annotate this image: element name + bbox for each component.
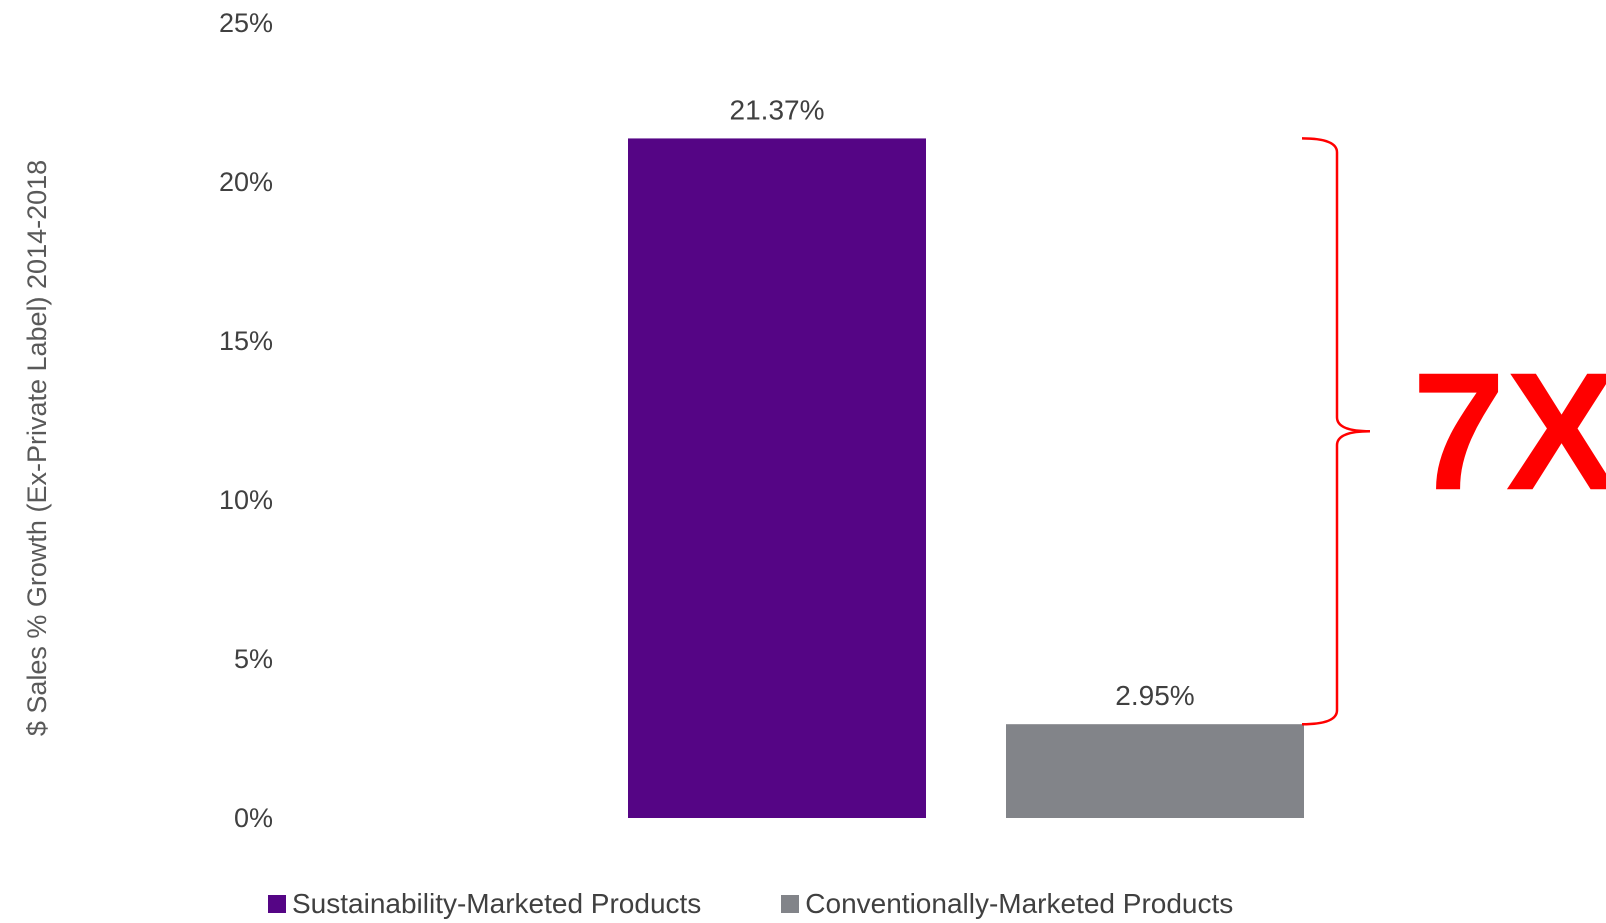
legend-label-sustainability: Sustainability-Marketed Products [292,888,702,919]
legend-item-conventional: Conventionally-Marketed Products [781,888,1233,920]
legend-item-sustainability: Sustainability-Marketed Products [268,888,701,920]
bar-1 [1006,724,1304,818]
y-tick-label: 15% [219,326,273,356]
y-tick-label: 5% [234,644,273,674]
legend: Sustainability-Marketed Products Convent… [268,888,1233,920]
y-tick-label: 0% [234,803,273,833]
legend-swatch-conventional [781,895,800,913]
y-tick-label: 10% [219,485,273,515]
multiplier-callout: 7X [1412,337,1606,525]
bar-value-label-1: 2.95% [1115,680,1194,711]
legend-swatch-sustainability [268,895,286,913]
y-tick-label: 20% [219,167,273,197]
y-tick-label: 25% [219,8,273,38]
bar-value-label-0: 21.37% [730,94,825,125]
data-labels: 21.37% 2.95% [730,94,1195,711]
y-axis-title: $ Sales % Growth (Ex-Private Label) 2014… [22,160,52,736]
y-axis-ticks: 0% 5% 10% 15% 20% 25% [219,8,273,833]
bar-0 [628,138,926,818]
legend-label-conventional: Conventionally-Marketed Products [805,888,1234,919]
growth-bracket [1301,137,1371,726]
bars [628,138,1304,818]
